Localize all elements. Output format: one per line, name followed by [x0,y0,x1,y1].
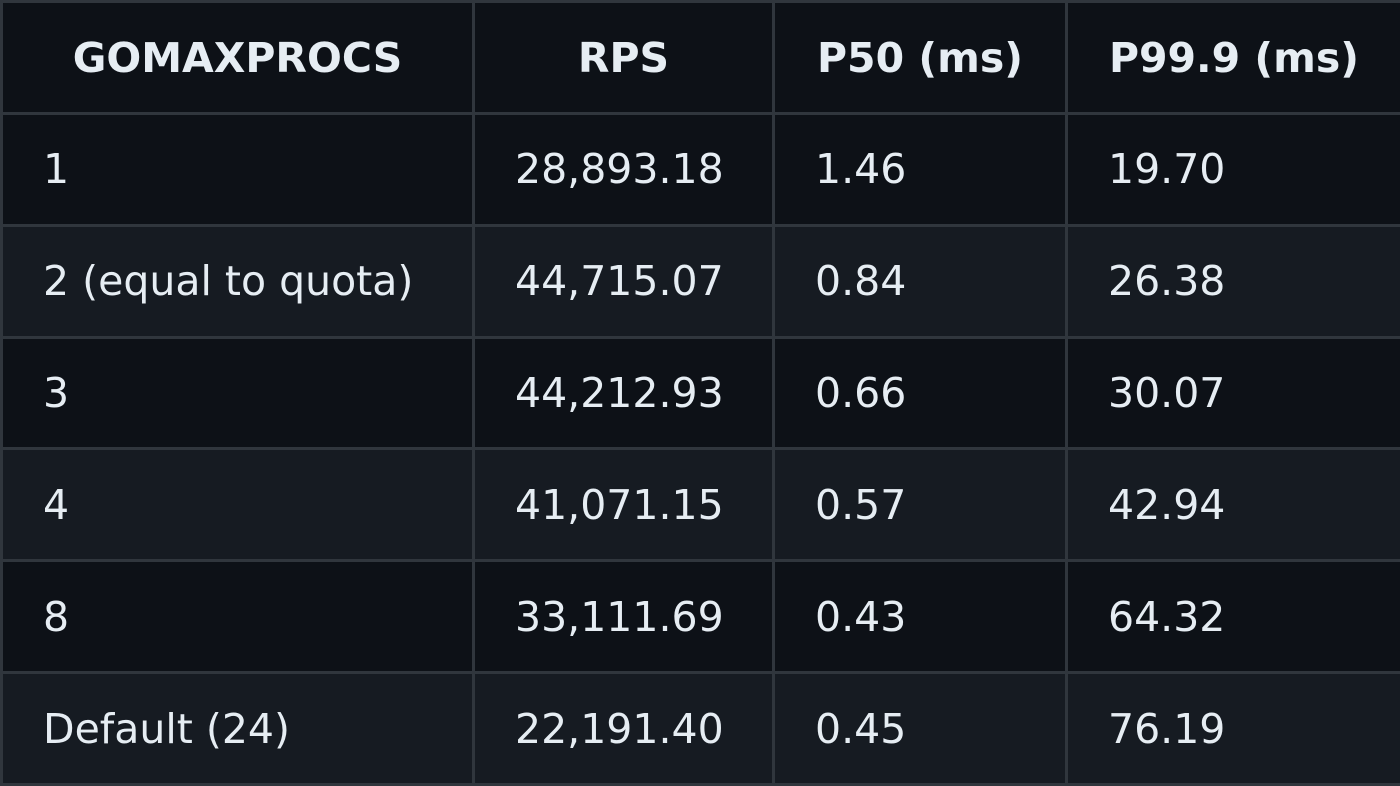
header-p999: P99.9 (ms) [1065,0,1400,115]
cell-gomaxprocs: 4 [0,447,475,563]
cell-p50: 0.84 [772,223,1068,339]
cell-rps: 22,191.40 [472,671,775,786]
table-row: Default (24) 22,191.40 0.45 76.19 [0,671,1400,786]
table-row: 1 28,893.18 1.46 19.70 [0,112,1400,227]
cell-rps: 28,893.18 [472,112,775,227]
cell-rps: 33,111.69 [472,559,775,675]
table-row: 4 41,071.15 0.57 42.94 [0,447,1400,563]
cell-gomaxprocs: Default (24) [0,671,475,786]
table-row: 2 (equal to quota) 44,715.07 0.84 26.38 [0,223,1400,339]
cell-p999: 42.94 [1065,447,1400,563]
cell-rps: 44,715.07 [472,223,775,339]
table-row: 3 44,212.93 0.66 30.07 [0,335,1400,451]
header-gomaxprocs: GOMAXPROCS [0,0,475,115]
cell-gomaxprocs: 8 [0,559,475,675]
cell-p999: 19.70 [1065,112,1400,227]
cell-p50: 0.45 [772,671,1068,786]
cell-p999: 30.07 [1065,335,1400,451]
table-header-row: GOMAXPROCS RPS P50 (ms) P99.9 (ms) [0,0,1400,115]
cell-p50: 0.57 [772,447,1068,563]
header-p50: P50 (ms) [772,0,1068,115]
cell-rps: 41,071.15 [472,447,775,563]
cell-rps: 44,212.93 [472,335,775,451]
cell-p50: 1.46 [772,112,1068,227]
cell-gomaxprocs: 2 (equal to quota) [0,223,475,339]
table-row: 8 33,111.69 0.43 64.32 [0,559,1400,675]
cell-p50: 0.43 [772,559,1068,675]
cell-gomaxprocs: 1 [0,112,475,227]
cell-gomaxprocs: 3 [0,335,475,451]
cell-p50: 0.66 [772,335,1068,451]
cell-p999: 26.38 [1065,223,1400,339]
header-rps: RPS [472,0,775,115]
cell-p999: 64.32 [1065,559,1400,675]
cell-p999: 76.19 [1065,671,1400,786]
